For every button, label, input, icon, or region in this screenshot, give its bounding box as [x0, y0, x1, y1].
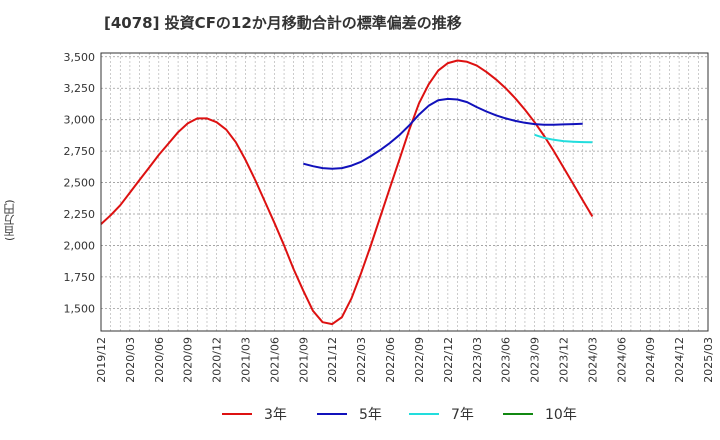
x-tick-label: 2024/09	[644, 337, 657, 383]
grid	[101, 53, 708, 331]
y-tick-label: 3,000	[64, 114, 96, 127]
x-tick-label: 2020/12	[211, 337, 224, 383]
y-tick-label: 3,500	[64, 51, 96, 64]
x-tick-label: 2021/12	[326, 337, 339, 383]
legend: 3年 5年 7年 10年	[222, 407, 577, 423]
y-tick-label: 2,000	[64, 239, 96, 252]
y-tick-label: 1,500	[64, 302, 96, 315]
series-line-2	[534, 133, 593, 144]
x-tick-label: 2023/12	[557, 337, 570, 383]
x-tick-label: 2024/06	[615, 337, 628, 383]
x-tick-label: 2024/12	[673, 337, 686, 383]
x-tick-label: 2021/09	[297, 337, 310, 383]
x-tick-label: 2020/09	[182, 337, 195, 383]
x-tick-label: 2024/03	[586, 337, 599, 383]
x-axis-ticks: 2019/12 2020/03 2020/06 2020/09 2020/12 2021/…	[95, 337, 715, 383]
x-tick-label: 2020/03	[124, 337, 137, 383]
x-tick-label: 2022/12	[442, 337, 455, 383]
x-tick-label: 2022/09	[413, 337, 426, 383]
x-tick-label: 2023/03	[471, 337, 484, 383]
y-tick-label: 3,250	[64, 82, 96, 95]
y-tick-label: 2,750	[64, 145, 96, 158]
x-tick-label: 2021/03	[240, 337, 253, 383]
x-tick-label: 2025/03	[702, 337, 715, 383]
legend-label: 5年	[359, 407, 382, 423]
x-tick-label: 2020/06	[153, 337, 166, 383]
series-lines	[100, 59, 594, 326]
plot-frame	[100, 52, 709, 332]
legend-label: 10年	[545, 407, 577, 423]
x-tick-label: 2023/06	[500, 337, 513, 383]
x-tick-label: 2021/06	[268, 337, 281, 383]
y-tick-label: 2,500	[64, 177, 96, 190]
x-tick-label: 2023/09	[529, 337, 542, 383]
x-tick-label: 2022/06	[384, 337, 397, 383]
series-line-0	[100, 59, 594, 326]
chart-title: [4078] 投資CFの12か月移動合計の標準偏差の推移	[104, 14, 462, 32]
y-tick-label: 1,750	[64, 271, 96, 284]
x-tick-label: 2019/12	[95, 337, 108, 383]
series-line-1	[303, 97, 583, 170]
legend-label: 3年	[264, 407, 287, 423]
legend-label: 7年	[451, 407, 474, 423]
y-axis-ticks: 1,500 1,750 2,000 2,250 2,500 2,750 3,000 3,250…	[64, 51, 96, 316]
x-tick-label: 2022/03	[355, 337, 368, 383]
y-tick-label: 2,250	[64, 208, 96, 221]
